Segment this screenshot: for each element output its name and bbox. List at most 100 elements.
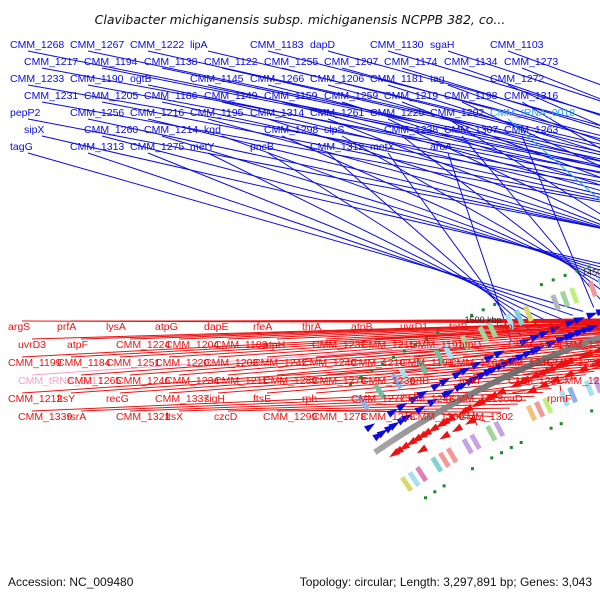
label-leader-line — [27, 118, 600, 229]
function-color-band — [477, 325, 490, 343]
forward-gene-arrow — [595, 309, 600, 317]
label-leader-line — [507, 118, 600, 201]
reverse-gene-label: atpH — [263, 339, 285, 351]
reverse-gene-label: CMM_1234 — [165, 375, 219, 387]
forward-gene-arrow — [549, 326, 561, 334]
function-color-band — [485, 424, 498, 442]
forward-gene-arrow — [376, 429, 388, 439]
label-leader-line — [341, 101, 600, 186]
function-color-band — [398, 367, 412, 385]
forward-gene-arrow — [586, 312, 598, 320]
reverse-gene-label: CMM_1243 — [400, 393, 454, 405]
label-leader-line — [178, 399, 527, 412]
reverse-gene-arrow — [451, 423, 464, 433]
reverse-gene-label: ftsE — [253, 393, 271, 405]
feature-marker — [575, 269, 579, 273]
reverse-gene-label: ftsY — [57, 393, 75, 405]
reverse-gene-label: atpG — [155, 321, 178, 333]
function-color-band — [416, 358, 429, 375]
reverse-gene-label: CMM_1191 — [410, 339, 464, 351]
label-leader-line — [447, 84, 600, 142]
forward-gene-arrow — [538, 330, 551, 339]
forward-gene-arrow — [457, 381, 469, 391]
forward-gene-label: CMM_1263 — [504, 124, 558, 136]
feature-marker — [425, 337, 429, 341]
label-leader-line — [129, 322, 600, 340]
function-color-band — [504, 313, 516, 330]
reverse-gene-arrow — [444, 413, 457, 423]
function-color-band — [459, 334, 472, 352]
forward-gene-label: CMM_1222 — [130, 39, 184, 51]
forward-gene-arrow — [470, 361, 482, 370]
function-color-band — [493, 420, 506, 438]
reverse-gene-arrow — [544, 364, 556, 373]
label-leader-line — [521, 101, 600, 149]
reverse-gene-label: rfeA — [253, 321, 272, 333]
forward-gene-label: CMM_1231 — [24, 90, 78, 102]
reverse-gene-arrow — [581, 349, 594, 357]
forward-gene-arrow — [408, 395, 420, 405]
reverse-gene-label: CMM_1203 — [204, 357, 258, 369]
forward-gene-label: CMM_1219 — [384, 90, 438, 102]
reverse-gene-label: CMM_1299 — [263, 411, 317, 423]
forward-gene-label: CMM_1130 — [370, 39, 424, 51]
function-color-band — [583, 379, 595, 397]
label-leader-line — [27, 84, 600, 186]
feature-marker — [414, 343, 417, 347]
forward-gene-label: CMM_1259 — [324, 90, 378, 102]
label-leader-lines — [21, 50, 600, 426]
label-leader-line — [21, 325, 600, 358]
reverse-gene-label: CMM_1302 — [459, 411, 513, 423]
label-leader-line — [315, 367, 600, 394]
label-leader-line — [341, 67, 600, 140]
label-leader-line — [327, 84, 600, 162]
reverse-gene-arrow — [577, 364, 589, 372]
feature-marker — [470, 313, 474, 317]
forward-gene-label: CMM_1266 — [250, 73, 304, 85]
reverse-gene-label: dapE — [204, 321, 229, 333]
function-color-band — [486, 321, 498, 339]
label-leader-line — [327, 118, 600, 225]
feature-tracks — [349, 261, 600, 500]
forward-gene-label: sipX — [24, 124, 44, 136]
forward-gene-label: CMM_1273 — [504, 56, 558, 68]
reverse-gene-arrow — [399, 441, 411, 451]
reverse-gene-label: tatB — [449, 321, 468, 333]
feature-marker — [471, 467, 474, 471]
forward-gene-arrow — [476, 371, 488, 381]
reverse-gene-label: CMM_1289 — [263, 375, 317, 387]
reverse-gene-label: atpB — [351, 321, 373, 333]
label-leader-line — [217, 330, 600, 358]
reverse-gene-label: recG — [106, 393, 129, 405]
feature-marker — [490, 456, 494, 460]
feature-marker — [436, 331, 440, 334]
feature-marker — [590, 409, 594, 413]
gene-labels: CMM_1268 CMM_1267 CMM_1222 lipA CMM_1183 dapD… — [8, 39, 600, 423]
reverse-gene-label: CMM_1276 — [312, 375, 366, 387]
reverse-gene-label: coaD — [498, 393, 523, 405]
reverse-gene-label: czcD — [214, 411, 238, 423]
forward-gene-label: CMM_1103 — [490, 39, 544, 51]
function-color-band — [415, 466, 429, 483]
forward-gene-label: CMM_1183 — [250, 39, 304, 51]
label-leader-line — [521, 332, 600, 340]
feature-marker — [392, 355, 395, 359]
reverse-gene-arrow — [420, 427, 433, 437]
reverse-gene-label: CMM_1277 — [351, 393, 405, 405]
function-color-band — [438, 451, 451, 468]
forward-gene-arrow — [533, 345, 545, 354]
label-leader-line — [521, 135, 595, 308]
reverse-gene-arrow — [557, 358, 570, 367]
feature-marker — [549, 426, 553, 430]
forward-gene-label: CMM_1255 — [264, 56, 318, 68]
forward-gene-arrow — [430, 382, 442, 392]
reverse-gene-label: CMM_tRNA_0017 — [18, 375, 103, 387]
reverse-gene-label: thrB — [547, 321, 566, 333]
function-color-band — [469, 433, 482, 451]
function-color-band — [550, 294, 561, 311]
reverse-gene-label: CMM_1240 — [302, 357, 356, 369]
reverse-gene-label: rsrA — [67, 411, 86, 423]
function-color-band — [373, 383, 387, 400]
forward-gene-arrow — [364, 423, 376, 433]
